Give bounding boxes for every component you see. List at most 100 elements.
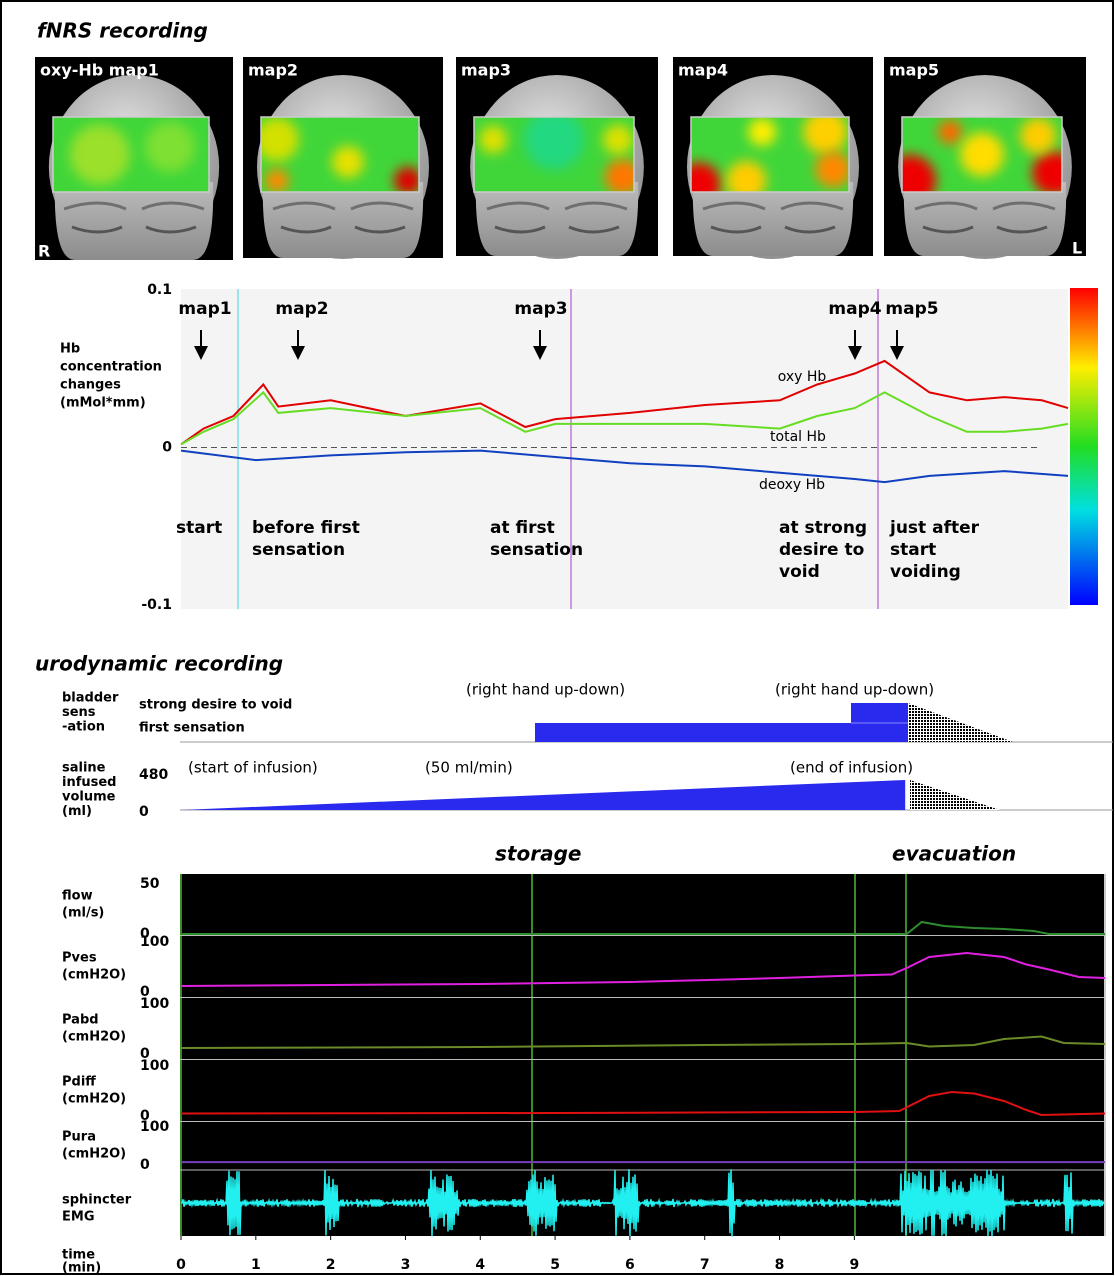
series-label: oxy Hb xyxy=(778,369,827,385)
row-label: bladder xyxy=(62,691,119,706)
x-tick-label: 9 xyxy=(849,1257,859,1273)
y-tick-label: 0 xyxy=(139,804,149,820)
event-label: start xyxy=(890,540,936,560)
activation-spot xyxy=(1020,118,1056,154)
event-label: void xyxy=(779,562,820,582)
marker-label: map3 xyxy=(514,299,567,319)
note: (start of infusion) xyxy=(188,759,318,777)
channel-label: sphincter xyxy=(62,1193,132,1208)
activation-spot xyxy=(394,167,422,195)
channel-unit: (cmH2O) xyxy=(62,968,126,983)
activation-spot xyxy=(748,118,776,146)
volume-area xyxy=(181,780,905,810)
y-axis-label: (mMol*mm) xyxy=(60,396,146,411)
page: fNRS recording oxy-Hb map1map2map3map4ma… xyxy=(0,0,1115,1276)
activation-spot xyxy=(524,110,584,170)
face xyxy=(476,182,638,256)
row-label: infused xyxy=(62,775,116,790)
marker-label: map2 xyxy=(275,299,328,319)
y-tick-label: 50 xyxy=(140,876,160,892)
map-label: map2 xyxy=(248,61,298,80)
marker-label: map4 xyxy=(828,299,881,319)
x-tick-label: 2 xyxy=(326,1257,336,1273)
activation-spot xyxy=(479,126,507,154)
channel-label: Pves xyxy=(62,951,97,966)
channel-unit: (ml/s) xyxy=(62,906,104,921)
channel-label: EMG xyxy=(62,1210,95,1225)
y-tick-label: 0.1 xyxy=(147,282,172,298)
x-tick-label: 4 xyxy=(475,1257,485,1273)
hatch xyxy=(910,780,1000,810)
event-label: before first xyxy=(252,518,360,538)
map-label: map3 xyxy=(461,61,511,80)
section-title: urodynamic recording xyxy=(35,652,283,676)
hatch xyxy=(908,703,1013,742)
event-label: just after xyxy=(889,518,980,538)
level-label: strong desire to void xyxy=(139,698,292,713)
channel-label: Pdiff xyxy=(62,1075,96,1090)
row-label: (ml) xyxy=(62,804,92,819)
event-label: desire to xyxy=(779,540,864,560)
activation-spot xyxy=(815,152,851,188)
marker-label: map1 xyxy=(178,299,231,319)
channel-label: Pabd xyxy=(62,1013,99,1028)
phase-label: storage xyxy=(495,842,581,866)
y-tick-label: 0 xyxy=(140,1157,150,1173)
x-tick-label: 3 xyxy=(401,1257,411,1273)
y-tick-label: 100 xyxy=(140,996,169,1012)
event-label: sensation xyxy=(252,540,345,560)
y-tick-label: 100 xyxy=(140,1119,169,1135)
row-label: sens xyxy=(62,705,96,720)
x-tick-label: 5 xyxy=(550,1257,560,1273)
event-label: at strong xyxy=(779,518,867,538)
note: (50 ml/min) xyxy=(425,759,513,777)
activation-spot xyxy=(603,125,633,155)
activation-map xyxy=(53,117,209,192)
y-axis-label: changes xyxy=(60,378,121,393)
activation-map xyxy=(255,117,422,195)
note: (end of infusion) xyxy=(790,759,913,777)
figure: fNRS recording oxy-Hb map1map2map3map4ma… xyxy=(0,0,1115,1276)
series-label: deoxy Hb xyxy=(759,477,825,493)
section-title: fNRS recording xyxy=(37,19,208,43)
x-tick-label: 0 xyxy=(176,1257,186,1273)
x-tick-label: 8 xyxy=(775,1257,785,1273)
face xyxy=(904,182,1066,256)
face xyxy=(263,182,423,258)
channel-unit: (cmH2O) xyxy=(62,1030,126,1045)
plot-area xyxy=(181,289,1068,609)
note: (right hand up-down) xyxy=(775,681,934,699)
y-tick-label: -0.1 xyxy=(141,597,172,613)
event-label: start xyxy=(176,518,222,538)
side-label: L xyxy=(1072,239,1082,258)
channel-label: flow xyxy=(62,889,93,904)
row-label: volume xyxy=(62,790,116,805)
side-label: R xyxy=(38,242,50,261)
color-bar xyxy=(1070,288,1098,605)
activation-spot xyxy=(145,122,195,172)
x-axis-label: (min) xyxy=(62,1261,101,1276)
y-tick-label: 480 xyxy=(139,767,168,783)
phase-label: evacuation xyxy=(892,842,1016,866)
channel-unit: (cmH2O) xyxy=(62,1147,126,1162)
event-label: at first xyxy=(490,518,555,538)
activation-spot xyxy=(938,120,962,144)
map-label: oxy-Hb map1 xyxy=(40,61,159,80)
y-axis-label: Hb xyxy=(60,342,80,357)
row-label: saline xyxy=(62,761,106,776)
channel-unit: (cmH2O) xyxy=(62,1092,126,1107)
x-tick-label: 7 xyxy=(700,1257,710,1273)
x-tick-label: 1 xyxy=(251,1257,261,1273)
channel-label: Pura xyxy=(62,1130,96,1145)
activation-map xyxy=(474,110,641,196)
face xyxy=(55,182,213,260)
y-tick-label: 0 xyxy=(162,440,172,456)
event-label: sensation xyxy=(490,540,583,560)
map-label: map5 xyxy=(889,61,939,80)
marker-label: map5 xyxy=(885,299,938,319)
y-tick-label: 100 xyxy=(140,934,169,950)
y-tick-label: 100 xyxy=(140,1058,169,1074)
face xyxy=(693,182,853,256)
level-label: first sensation xyxy=(139,721,245,736)
